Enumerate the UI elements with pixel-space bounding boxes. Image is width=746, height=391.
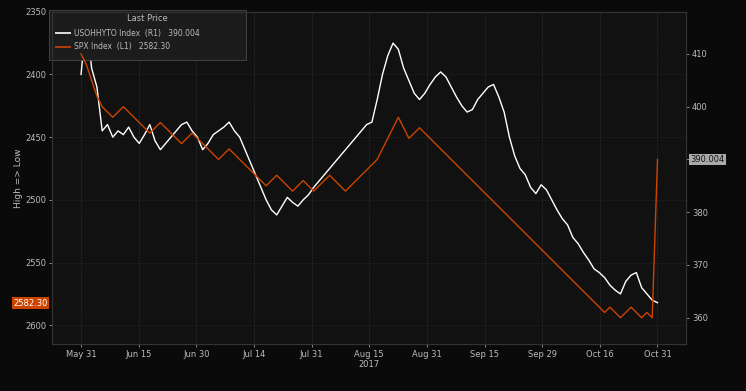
FancyBboxPatch shape [49,10,245,60]
Text: USOHHYTO Index  (R1)   390.004: USOHHYTO Index (R1) 390.004 [75,29,200,38]
Y-axis label: High => Low: High => Low [13,148,23,208]
Text: Last Price: Last Price [127,14,168,23]
Text: 2582.30: 2582.30 [13,299,48,308]
Text: 390.004: 390.004 [691,155,724,164]
Text: SPX Index  (L1)   2582.30: SPX Index (L1) 2582.30 [75,42,171,51]
